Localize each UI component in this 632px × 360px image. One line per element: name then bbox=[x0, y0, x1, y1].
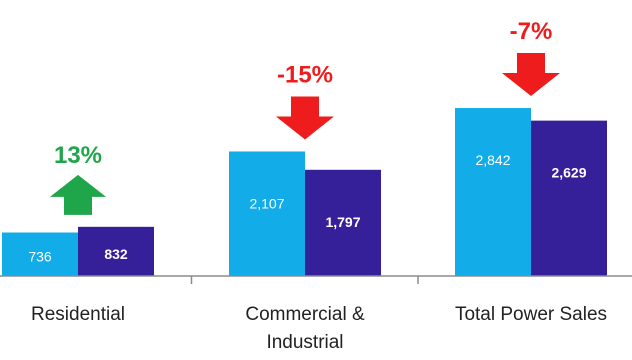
value-label-series2-2: 2,629 bbox=[551, 165, 586, 181]
bar-series1-2 bbox=[455, 108, 531, 276]
change-label-2: -7% bbox=[510, 18, 553, 45]
bar-series2-2 bbox=[531, 120, 607, 276]
bar-series2-1 bbox=[305, 169, 381, 276]
value-label-series2-0: 832 bbox=[104, 246, 128, 262]
x-axis-ticks bbox=[190, 276, 419, 284]
change-label-0: 13% bbox=[54, 142, 102, 169]
category-label-1-line-1: Industrial bbox=[266, 332, 343, 353]
value-label-series2-1: 1,797 bbox=[325, 214, 360, 230]
bar-series2-0 bbox=[78, 226, 154, 276]
category-label-2-line-0: Total Power Sales bbox=[455, 304, 607, 325]
change-label-1: -15% bbox=[277, 61, 333, 88]
change-arrows-layer bbox=[50, 53, 560, 215]
bars-layer bbox=[2, 108, 607, 276]
category-labels-layer: Residential Commercial & Industrial Total P… bbox=[31, 304, 607, 353]
change-labels-layer: 13% -15% -7% bbox=[54, 18, 552, 169]
category-label-1-line-0: Commercial & bbox=[245, 304, 365, 325]
change-arrow-2-down-icon bbox=[502, 53, 560, 97]
value-label-series1-0: 736 bbox=[28, 248, 52, 264]
value-label-series1-2: 2,842 bbox=[475, 152, 510, 168]
category-label-0-line-0: Residential bbox=[31, 304, 125, 325]
change-arrow-1-down-icon bbox=[276, 96, 334, 140]
bar-series1-1 bbox=[229, 151, 305, 276]
value-labels-layer: 736 832 2,107 1,797 2,842 2,629 bbox=[28, 152, 586, 264]
value-label-series1-1: 2,107 bbox=[249, 195, 284, 211]
change-arrow-0-up-icon bbox=[50, 174, 106, 215]
bar-series1-0 bbox=[2, 232, 78, 276]
